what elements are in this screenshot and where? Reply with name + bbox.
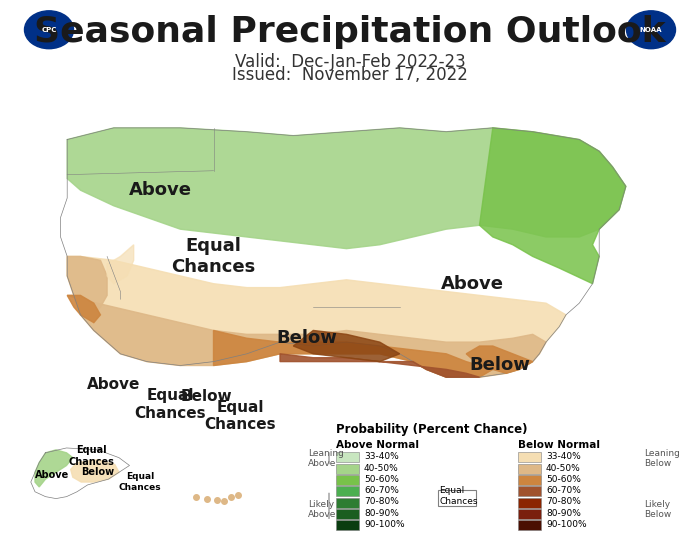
- Text: Likely
Below: Likely Below: [644, 500, 671, 519]
- Polygon shape: [293, 331, 400, 361]
- Polygon shape: [67, 128, 626, 249]
- FancyBboxPatch shape: [438, 490, 476, 506]
- Text: Above: Above: [87, 378, 141, 392]
- Text: Seasonal Precipitation Outlook: Seasonal Precipitation Outlook: [34, 16, 666, 49]
- FancyBboxPatch shape: [518, 498, 540, 507]
- Polygon shape: [35, 450, 73, 487]
- Text: Equal
Chances: Equal Chances: [172, 237, 256, 276]
- Text: 33-40%: 33-40%: [364, 452, 399, 461]
- Text: Equal
Chances: Equal Chances: [440, 486, 477, 506]
- Text: Above: Above: [442, 275, 504, 293]
- FancyBboxPatch shape: [336, 452, 358, 463]
- Polygon shape: [480, 128, 626, 283]
- Polygon shape: [466, 346, 533, 373]
- Text: Equal
Chances: Equal Chances: [134, 388, 206, 421]
- Text: Issued:  November 17, 2022: Issued: November 17, 2022: [232, 65, 468, 84]
- Text: Above Normal: Above Normal: [336, 440, 419, 450]
- Text: 40-50%: 40-50%: [364, 464, 399, 472]
- Text: 80-90%: 80-90%: [546, 509, 581, 518]
- Polygon shape: [31, 448, 130, 499]
- Text: 70-80%: 70-80%: [364, 498, 399, 506]
- Text: Likely
Above: Likely Above: [308, 500, 337, 519]
- Polygon shape: [67, 295, 101, 322]
- Text: 40-50%: 40-50%: [546, 464, 581, 472]
- FancyBboxPatch shape: [336, 486, 358, 496]
- Text: 90-100%: 90-100%: [364, 520, 405, 529]
- Polygon shape: [61, 128, 626, 377]
- Text: Below: Below: [181, 389, 232, 404]
- Text: 50-60%: 50-60%: [364, 475, 399, 484]
- Text: 90-100%: 90-100%: [546, 520, 587, 529]
- Text: 50-60%: 50-60%: [546, 475, 581, 484]
- Text: CPC: CPC: [41, 27, 57, 33]
- Polygon shape: [71, 460, 119, 482]
- FancyBboxPatch shape: [336, 509, 358, 519]
- Text: 80-90%: 80-90%: [364, 509, 399, 518]
- Text: 70-80%: 70-80%: [546, 498, 581, 506]
- Text: NOAA: NOAA: [640, 27, 662, 33]
- Text: Equal
Chances: Equal Chances: [204, 400, 276, 432]
- FancyBboxPatch shape: [336, 475, 358, 485]
- Text: Below Normal: Below Normal: [518, 440, 600, 450]
- Text: Leaning
Above: Leaning Above: [308, 448, 344, 468]
- Polygon shape: [214, 331, 493, 377]
- Text: Equal
Chances: Equal Chances: [69, 445, 115, 466]
- FancyBboxPatch shape: [518, 452, 540, 463]
- Text: 33-40%: 33-40%: [546, 452, 581, 461]
- Text: Probability (Percent Chance): Probability (Percent Chance): [336, 423, 528, 436]
- FancyBboxPatch shape: [518, 486, 540, 496]
- FancyBboxPatch shape: [518, 475, 540, 485]
- FancyBboxPatch shape: [518, 509, 540, 519]
- Polygon shape: [67, 295, 546, 377]
- Text: Valid:  Dec-Jan-Feb 2022-23: Valid: Dec-Jan-Feb 2022-23: [234, 53, 466, 71]
- FancyBboxPatch shape: [518, 464, 540, 474]
- Text: Below: Below: [469, 357, 530, 374]
- Text: 60-70%: 60-70%: [364, 486, 399, 495]
- Text: Above: Above: [35, 470, 69, 480]
- Text: Equal
Chances: Equal Chances: [119, 472, 161, 492]
- Text: Below: Below: [81, 467, 115, 477]
- Text: Above: Above: [129, 181, 192, 199]
- Polygon shape: [280, 354, 480, 377]
- Text: 60-70%: 60-70%: [546, 486, 581, 495]
- FancyBboxPatch shape: [518, 520, 540, 530]
- FancyBboxPatch shape: [336, 520, 358, 530]
- Polygon shape: [67, 256, 107, 315]
- Text: Leaning
Below: Leaning Below: [644, 448, 680, 468]
- Polygon shape: [67, 256, 566, 377]
- FancyBboxPatch shape: [336, 464, 358, 474]
- FancyBboxPatch shape: [336, 498, 358, 507]
- Polygon shape: [107, 245, 134, 283]
- Text: Below: Below: [276, 329, 337, 347]
